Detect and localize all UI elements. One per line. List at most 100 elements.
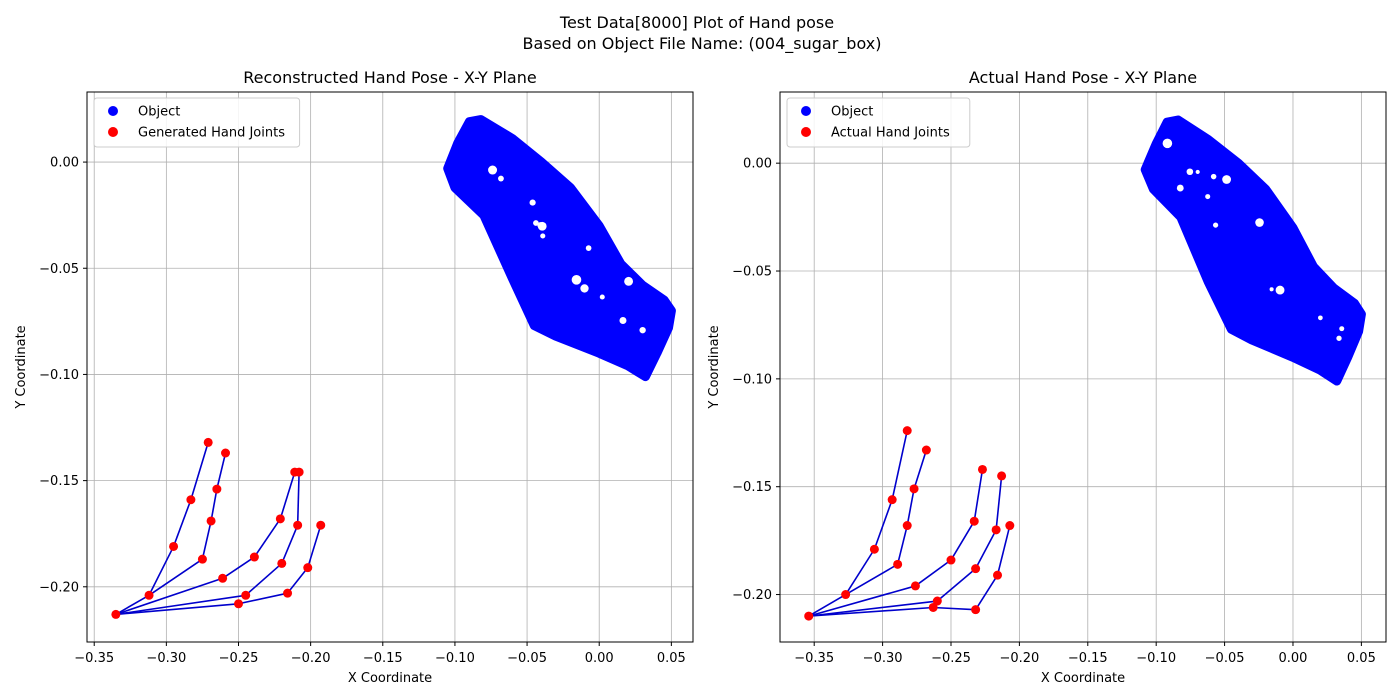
y-tick-label: −0.05	[39, 262, 79, 277]
y-tick-label: −0.20	[732, 588, 772, 603]
x-axis-label: X Coordinate	[1041, 671, 1125, 686]
hand-bone	[950, 520, 975, 561]
legend-object-marker	[801, 106, 811, 116]
object-hole	[1162, 138, 1173, 149]
panel-actual: −0.35 −0.30 −0.25 −0.20 −0.15 −0.10 −0.05 0.00 0…	[707, 68, 1387, 686]
hand-joint-point	[910, 581, 920, 591]
x-tick-label: −0.10	[1136, 651, 1176, 666]
axes-frame	[779, 91, 1387, 643]
hand-bone	[974, 529, 997, 570]
object-hole	[1339, 326, 1345, 332]
y-tick-label: −0.10	[39, 368, 79, 383]
hand-joint-point	[221, 448, 231, 458]
hand-joint-point	[111, 609, 121, 619]
legend-label: Generated Hand Joints	[138, 126, 285, 141]
hand-joint-point	[902, 521, 912, 531]
object-hole	[571, 275, 582, 285]
hand-joint-point	[206, 516, 216, 526]
object-hole	[1336, 335, 1342, 341]
x-tick-label: −0.20	[291, 651, 331, 666]
legend: Object Actual Hand Joints	[786, 97, 971, 148]
object-hole	[1176, 184, 1184, 192]
hand-bone	[844, 548, 876, 595]
hand-joint-point	[887, 495, 897, 505]
legend-label: Actual Hand Joints	[831, 126, 950, 141]
object-hole	[537, 221, 547, 231]
hand-bone	[973, 469, 984, 522]
hand-joint-point	[241, 590, 251, 600]
x-tick-label: −0.30	[146, 651, 186, 666]
hand-bone	[808, 606, 934, 617]
legend-object-marker	[108, 106, 118, 116]
legend: Object Generated Hand Joints	[93, 97, 301, 148]
hand-joint-point	[893, 559, 903, 569]
object-hole	[488, 165, 498, 175]
object-hole	[1318, 315, 1323, 321]
hand-bone	[286, 567, 309, 594]
hand-bone	[115, 602, 239, 616]
object-hole	[1269, 287, 1274, 292]
x-tick-label: −0.05	[507, 651, 547, 666]
hand-bone	[148, 558, 203, 596]
object-point-cloud	[1140, 115, 1366, 386]
hand-bone	[296, 472, 300, 526]
y-tick-label: −0.15	[732, 480, 772, 495]
x-tick-label: −0.35	[74, 651, 114, 666]
hand-joint-point	[1005, 521, 1015, 531]
hand-bone	[896, 525, 908, 565]
object-hole	[624, 276, 634, 286]
object-hole	[1195, 169, 1200, 175]
hand-joint-point	[218, 573, 228, 583]
hand-bone	[845, 563, 899, 596]
legend-label: Object	[831, 105, 873, 120]
hand-joint-point	[316, 520, 326, 530]
hand-joint-point	[186, 495, 196, 505]
hand-bone	[201, 520, 212, 560]
hand-joint-point	[249, 552, 259, 562]
x-tick-label: −0.35	[794, 651, 834, 666]
hand-joint-point	[234, 599, 243, 609]
object-hole	[498, 175, 504, 182]
hand-joint-point	[997, 471, 1007, 481]
hand-joint-point	[294, 467, 304, 477]
x-tick-label: 0.00	[1279, 651, 1308, 666]
hand-joint-point	[991, 525, 1001, 535]
hand-joint-point	[902, 426, 912, 436]
object-hole	[619, 316, 627, 324]
x-tick-label: −0.30	[863, 651, 903, 666]
hand-joint-point	[804, 611, 814, 621]
y-axis-label: Y Coordinate	[707, 325, 722, 409]
hand-bone	[808, 593, 847, 617]
axes-title: Actual Hand Pose - X-Y Plane	[969, 68, 1197, 87]
object-hole	[1205, 194, 1211, 200]
hand-bone	[873, 499, 893, 550]
y-tick-label: 0.00	[50, 156, 79, 171]
hand-joint-point	[293, 520, 303, 530]
x-tick-label: 0.05	[657, 651, 686, 666]
legend-joints-marker	[108, 127, 118, 137]
object-point-cloud	[443, 115, 676, 382]
hand-joint-point	[275, 514, 285, 524]
legend-box	[93, 97, 301, 148]
hand-bone	[808, 585, 916, 617]
hand-bone	[306, 524, 322, 568]
hand-joint-point	[993, 570, 1003, 580]
object-hole	[1210, 173, 1217, 180]
object-hole	[1212, 222, 1219, 228]
axes-frame	[86, 91, 694, 643]
y-tick-label: −0.20	[39, 580, 79, 595]
hand-joint-point	[946, 555, 956, 565]
hand-bone	[172, 499, 192, 547]
object-hole	[540, 233, 546, 239]
hand-bone	[216, 452, 227, 490]
legend-joints-marker	[801, 127, 811, 137]
hand-joint-point	[197, 554, 207, 564]
hand-bone	[996, 525, 1011, 576]
hand-bone	[279, 471, 296, 520]
hand-bone	[933, 606, 976, 611]
hand-joint-point	[169, 541, 179, 551]
x-tick-label: −0.25	[219, 651, 259, 666]
figure-title-line2: Based on Object File Name: (004_sugar_bo…	[523, 34, 882, 54]
y-tick-label: −0.05	[732, 265, 772, 280]
